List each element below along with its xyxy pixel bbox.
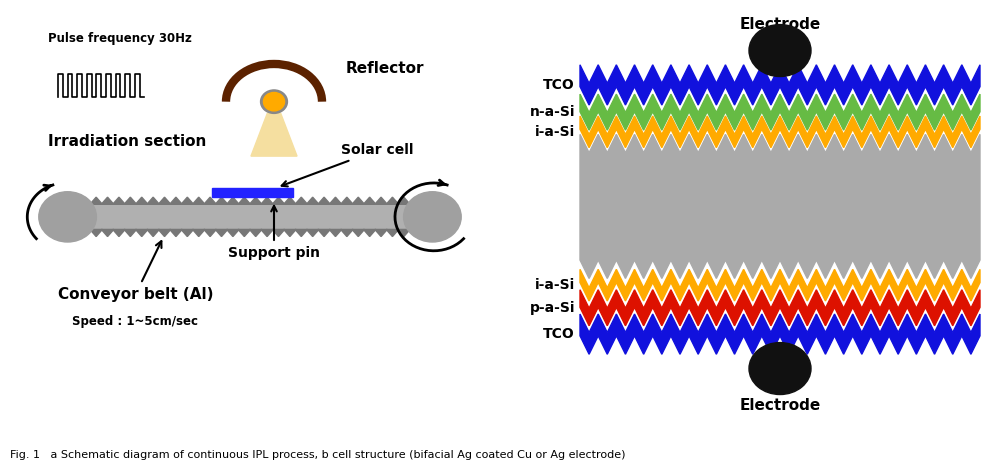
Polygon shape	[135, 229, 148, 237]
Polygon shape	[409, 197, 421, 204]
Polygon shape	[79, 229, 91, 237]
Polygon shape	[306, 229, 319, 237]
Polygon shape	[170, 229, 182, 237]
Polygon shape	[90, 197, 102, 204]
Text: p-a-Si: p-a-Si	[530, 301, 575, 315]
Circle shape	[39, 192, 96, 242]
Polygon shape	[398, 197, 410, 204]
Text: Solar cell: Solar cell	[282, 143, 414, 187]
Polygon shape	[329, 229, 342, 237]
Polygon shape	[375, 229, 387, 237]
Polygon shape	[124, 229, 137, 237]
Polygon shape	[420, 229, 433, 237]
Polygon shape	[67, 197, 80, 204]
Polygon shape	[158, 197, 171, 204]
Bar	[212, 188, 293, 197]
Polygon shape	[341, 229, 353, 237]
Polygon shape	[204, 197, 216, 204]
Polygon shape	[227, 197, 239, 204]
Polygon shape	[147, 197, 159, 204]
Polygon shape	[67, 229, 80, 237]
Polygon shape	[318, 197, 330, 204]
Text: i-a-Si: i-a-Si	[535, 125, 575, 139]
Polygon shape	[363, 229, 376, 237]
Polygon shape	[249, 229, 262, 237]
Polygon shape	[580, 314, 980, 354]
Polygon shape	[352, 229, 365, 237]
Polygon shape	[580, 134, 980, 278]
Polygon shape	[192, 197, 205, 204]
Polygon shape	[295, 197, 308, 204]
Polygon shape	[101, 197, 114, 204]
Polygon shape	[181, 197, 194, 204]
Text: Speed : 1~5cm/sec: Speed : 1~5cm/sec	[72, 315, 198, 328]
Text: Reflector: Reflector	[346, 60, 424, 76]
Circle shape	[749, 343, 811, 395]
Polygon shape	[375, 197, 387, 204]
Polygon shape	[272, 197, 285, 204]
Text: Electrode: Electrode	[739, 17, 821, 32]
Polygon shape	[580, 290, 980, 326]
Polygon shape	[79, 197, 91, 204]
Text: Pulse frequency 30Hz: Pulse frequency 30Hz	[48, 32, 192, 45]
Text: Support pin: Support pin	[228, 206, 320, 260]
Polygon shape	[580, 94, 980, 130]
Polygon shape	[318, 229, 330, 237]
Polygon shape	[215, 229, 228, 237]
Polygon shape	[249, 197, 262, 204]
Polygon shape	[295, 229, 308, 237]
Polygon shape	[272, 229, 285, 237]
Circle shape	[404, 192, 461, 242]
Polygon shape	[101, 229, 114, 237]
Text: TCO: TCO	[543, 78, 575, 92]
Text: Irradiation section: Irradiation section	[48, 134, 207, 149]
Polygon shape	[238, 197, 251, 204]
Polygon shape	[215, 197, 228, 204]
Polygon shape	[386, 197, 399, 204]
Polygon shape	[251, 113, 297, 156]
Polygon shape	[113, 197, 125, 204]
Polygon shape	[409, 229, 421, 237]
Polygon shape	[420, 197, 433, 204]
Polygon shape	[113, 229, 125, 237]
Polygon shape	[580, 269, 980, 301]
Polygon shape	[261, 197, 273, 204]
Polygon shape	[192, 229, 205, 237]
Text: Electrode: Electrode	[739, 398, 821, 413]
Polygon shape	[386, 229, 399, 237]
Polygon shape	[204, 229, 216, 237]
Polygon shape	[363, 197, 376, 204]
Text: Fig. 1   a Schematic diagram of continuous IPL process, b cell structure (bifaci: Fig. 1 a Schematic diagram of continuous…	[10, 449, 626, 460]
Polygon shape	[158, 229, 171, 237]
Text: n-a-Si: n-a-Si	[530, 105, 575, 119]
Polygon shape	[238, 229, 251, 237]
Text: TCO: TCO	[543, 327, 575, 341]
Polygon shape	[398, 229, 410, 237]
Circle shape	[261, 90, 287, 113]
Text: i-a-Si: i-a-Si	[535, 278, 575, 292]
Polygon shape	[284, 197, 296, 204]
Polygon shape	[90, 229, 102, 237]
Polygon shape	[352, 197, 365, 204]
Text: Conveyor belt (Al): Conveyor belt (Al)	[58, 241, 214, 302]
Circle shape	[749, 25, 811, 77]
Polygon shape	[181, 229, 194, 237]
Polygon shape	[306, 197, 319, 204]
Polygon shape	[227, 229, 239, 237]
Polygon shape	[580, 116, 980, 148]
Polygon shape	[284, 229, 296, 237]
Polygon shape	[329, 197, 342, 204]
Polygon shape	[147, 229, 159, 237]
Polygon shape	[261, 229, 273, 237]
Polygon shape	[580, 65, 980, 105]
Text: n-Si: n-Si	[897, 198, 933, 216]
Polygon shape	[170, 197, 182, 204]
Bar	[68, 204, 432, 229]
Circle shape	[263, 92, 285, 111]
Polygon shape	[124, 197, 137, 204]
Polygon shape	[135, 197, 148, 204]
Polygon shape	[341, 197, 353, 204]
